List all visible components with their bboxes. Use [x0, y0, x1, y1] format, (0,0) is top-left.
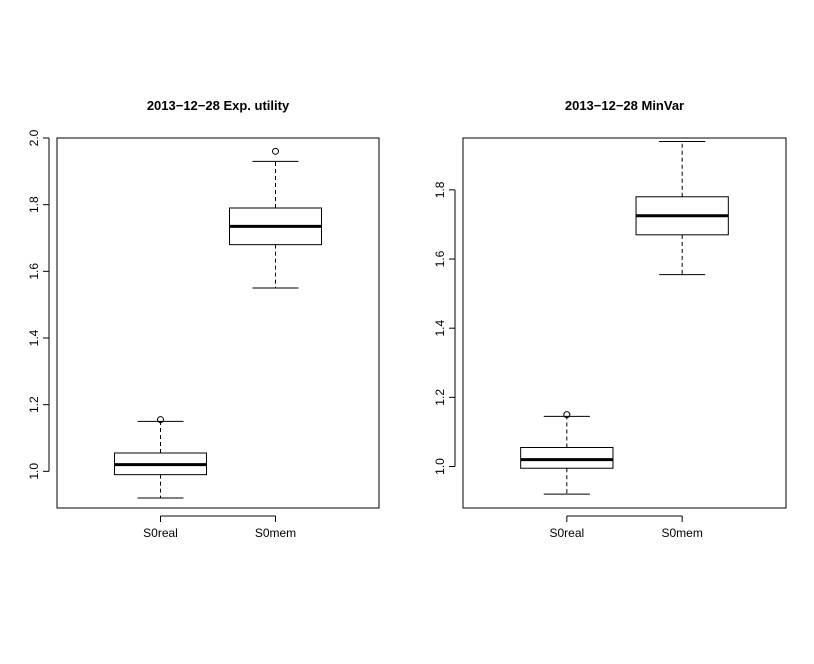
chart-title: 2013−12−28 Exp. utility	[147, 98, 290, 113]
x-tick-label: S0mem	[255, 526, 296, 540]
chart-panel-1: 2013−12−28 Exp. utility 1.0 1.2 1.4 1.6 1.8 2.…	[27, 98, 380, 540]
outlier-point	[157, 416, 164, 424]
y-tick-label: 1.0	[27, 463, 41, 480]
y-tick-label: 1.8	[433, 181, 447, 198]
y-tick-label: 2.0	[27, 129, 41, 146]
plot-frame	[462, 137, 787, 509]
chart-panel-2: 2013−12−28 MinVar 1.0 1.2 1.4 1.6 1.8 S0real S0…	[433, 98, 787, 540]
box-iqr	[520, 446, 614, 469]
boxplot-S0real	[520, 411, 614, 495]
y-tick-label: 1.6	[433, 250, 447, 267]
chart-title: 2013−12−28 MinVar	[565, 98, 684, 113]
y-tick-label: 1.8	[27, 196, 41, 213]
y-tick-label: 1.0	[433, 458, 447, 475]
x-tick-label: S0mem	[662, 526, 703, 540]
y-tick-label: 1.4	[27, 329, 41, 346]
outlier-point	[272, 147, 279, 155]
y-tick-label: 1.6	[27, 263, 41, 280]
y-tick-label: 1.2	[27, 396, 41, 413]
outlier-point	[563, 411, 571, 419]
plot-frame	[56, 137, 380, 509]
y-tick-label: 1.2	[433, 389, 447, 406]
x-tick-label: S0real	[143, 526, 178, 540]
boxplot-S0mem	[229, 147, 322, 289]
boxplot-S0real	[114, 416, 207, 499]
x-tick-label: S0real	[549, 526, 584, 540]
boxplot-S0mem	[635, 140, 729, 276]
y-tick-label: 1.4	[433, 320, 447, 337]
